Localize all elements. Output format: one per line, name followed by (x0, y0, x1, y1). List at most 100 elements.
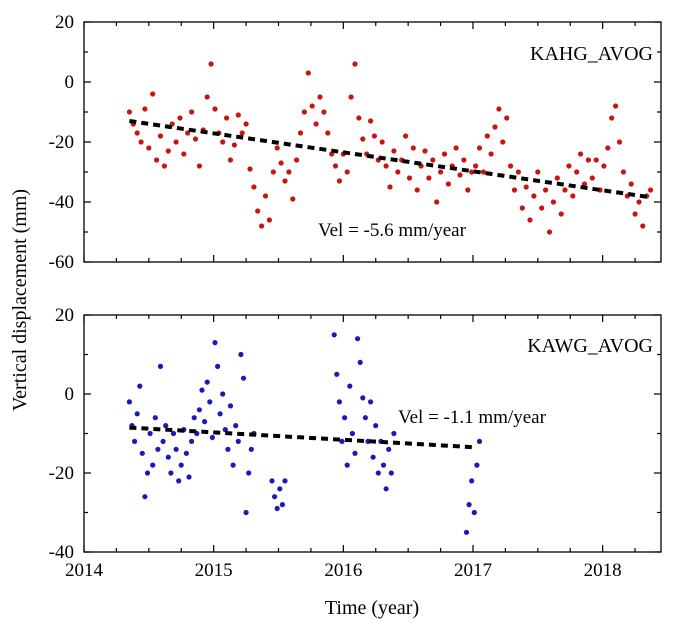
bottom-station-label: KAWG_AVOG (527, 335, 653, 357)
bottom-data-point (132, 438, 138, 444)
top-ytick-label: -60 (49, 252, 74, 273)
top-data-point (492, 124, 498, 130)
bottom-data-point (199, 387, 205, 393)
bottom-data-point (383, 486, 389, 492)
top-data-point (620, 169, 627, 175)
top-data-point (282, 178, 288, 184)
top-data-point (173, 139, 179, 145)
top-data-point (523, 184, 529, 190)
top-data-point (406, 175, 413, 181)
top-data-point (154, 157, 160, 163)
bottom-data-point (173, 446, 179, 452)
top-data-point (441, 151, 448, 157)
top-data-point (274, 145, 280, 151)
top-data-point (434, 199, 440, 205)
bottom-data-point (150, 462, 156, 468)
bottom-data-point (144, 470, 151, 476)
top-data-point (430, 157, 436, 163)
top-data-point (294, 157, 300, 163)
top-data-point (138, 139, 144, 145)
bottom-data-point (380, 462, 387, 468)
top-data-point (570, 193, 576, 199)
top-data-point (266, 217, 272, 223)
bottom-data-point (474, 462, 480, 468)
top-data-point (235, 112, 241, 118)
top-data-point (578, 151, 584, 157)
top-data-point (352, 61, 358, 67)
top-data-point (581, 181, 588, 187)
top-data-point (403, 133, 409, 139)
top-data-point (297, 130, 304, 136)
top-data-point (332, 163, 339, 169)
top-data-point (628, 181, 634, 187)
bottom-data-point (368, 399, 374, 405)
bottom-data-point (178, 462, 184, 468)
top-data-point (313, 121, 319, 127)
bottom-data-point (170, 430, 177, 437)
bottom-data-point (248, 446, 254, 452)
bottom-data-point (134, 411, 140, 417)
top-data-point (574, 169, 580, 175)
bottom-data-point (476, 438, 483, 444)
x-axis-label: Time (year) (325, 597, 419, 619)
bottom-xtick-label: 2016 (324, 560, 362, 581)
top-ticks: 20 0 -20 -40 -60 (49, 12, 661, 273)
bottom-data-point (238, 351, 244, 358)
top-data-point (309, 103, 315, 109)
top-data-point (550, 199, 557, 205)
bottom-xtick-label: 2015 (195, 560, 233, 581)
top-data-point (243, 121, 249, 127)
bottom-data-point (277, 486, 283, 492)
top-data-point (325, 130, 331, 136)
top-data-point (161, 163, 167, 169)
bottom-data-point (240, 375, 247, 381)
top-data-point (562, 187, 568, 193)
bottom-data-point (227, 403, 234, 409)
bottom-data-point (155, 446, 161, 452)
bottom-ytick-label: 0 (65, 384, 75, 405)
top-trend-line (129, 119, 653, 200)
bottom-data-point (279, 502, 285, 508)
bottom-data-point (373, 423, 379, 429)
top-data-point (336, 178, 342, 184)
bottom-ytick-label: -40 (49, 542, 74, 563)
top-data-point (632, 211, 638, 217)
top-data-point (500, 139, 506, 145)
bottom-data-point (176, 478, 182, 484)
bottom-data-point (202, 419, 208, 425)
top-data-point (480, 169, 486, 175)
top-data-point (356, 115, 362, 121)
top-data-point (511, 187, 518, 193)
bottom-data-point (357, 359, 363, 365)
bottom-data-point (209, 434, 215, 441)
top-data-point (636, 199, 642, 205)
top-data-point (640, 223, 646, 229)
top-data-point (317, 94, 323, 100)
top-data-point (379, 139, 385, 145)
top-data-point (177, 115, 183, 121)
top-data-point (278, 160, 284, 166)
bottom-data-point (139, 450, 145, 456)
bottom-data-point (217, 411, 223, 417)
bottom-data-point (386, 446, 392, 452)
bottom-data-point (282, 478, 288, 484)
top-data-point (204, 94, 210, 100)
top-data-point (496, 106, 502, 112)
top-panel: 20 0 -20 -40 -60 KAHG_AVOG Vel = -5.6 mm/yea… (49, 12, 662, 273)
bottom-data-point (147, 430, 153, 437)
bottom-data-point (235, 438, 241, 444)
top-data-point (465, 187, 471, 193)
bottom-points (126, 332, 483, 535)
bottom-data-point (204, 379, 210, 385)
top-data-point (488, 151, 494, 157)
top-ytick-label: 0 (65, 72, 75, 93)
top-data-point (535, 169, 541, 175)
top-data-point (438, 169, 444, 175)
y-axis-label: Vertical displacement (mm) (9, 189, 31, 411)
bottom-data-point (186, 474, 192, 480)
top-data-point (593, 157, 599, 163)
bottom-data-point (469, 478, 475, 484)
